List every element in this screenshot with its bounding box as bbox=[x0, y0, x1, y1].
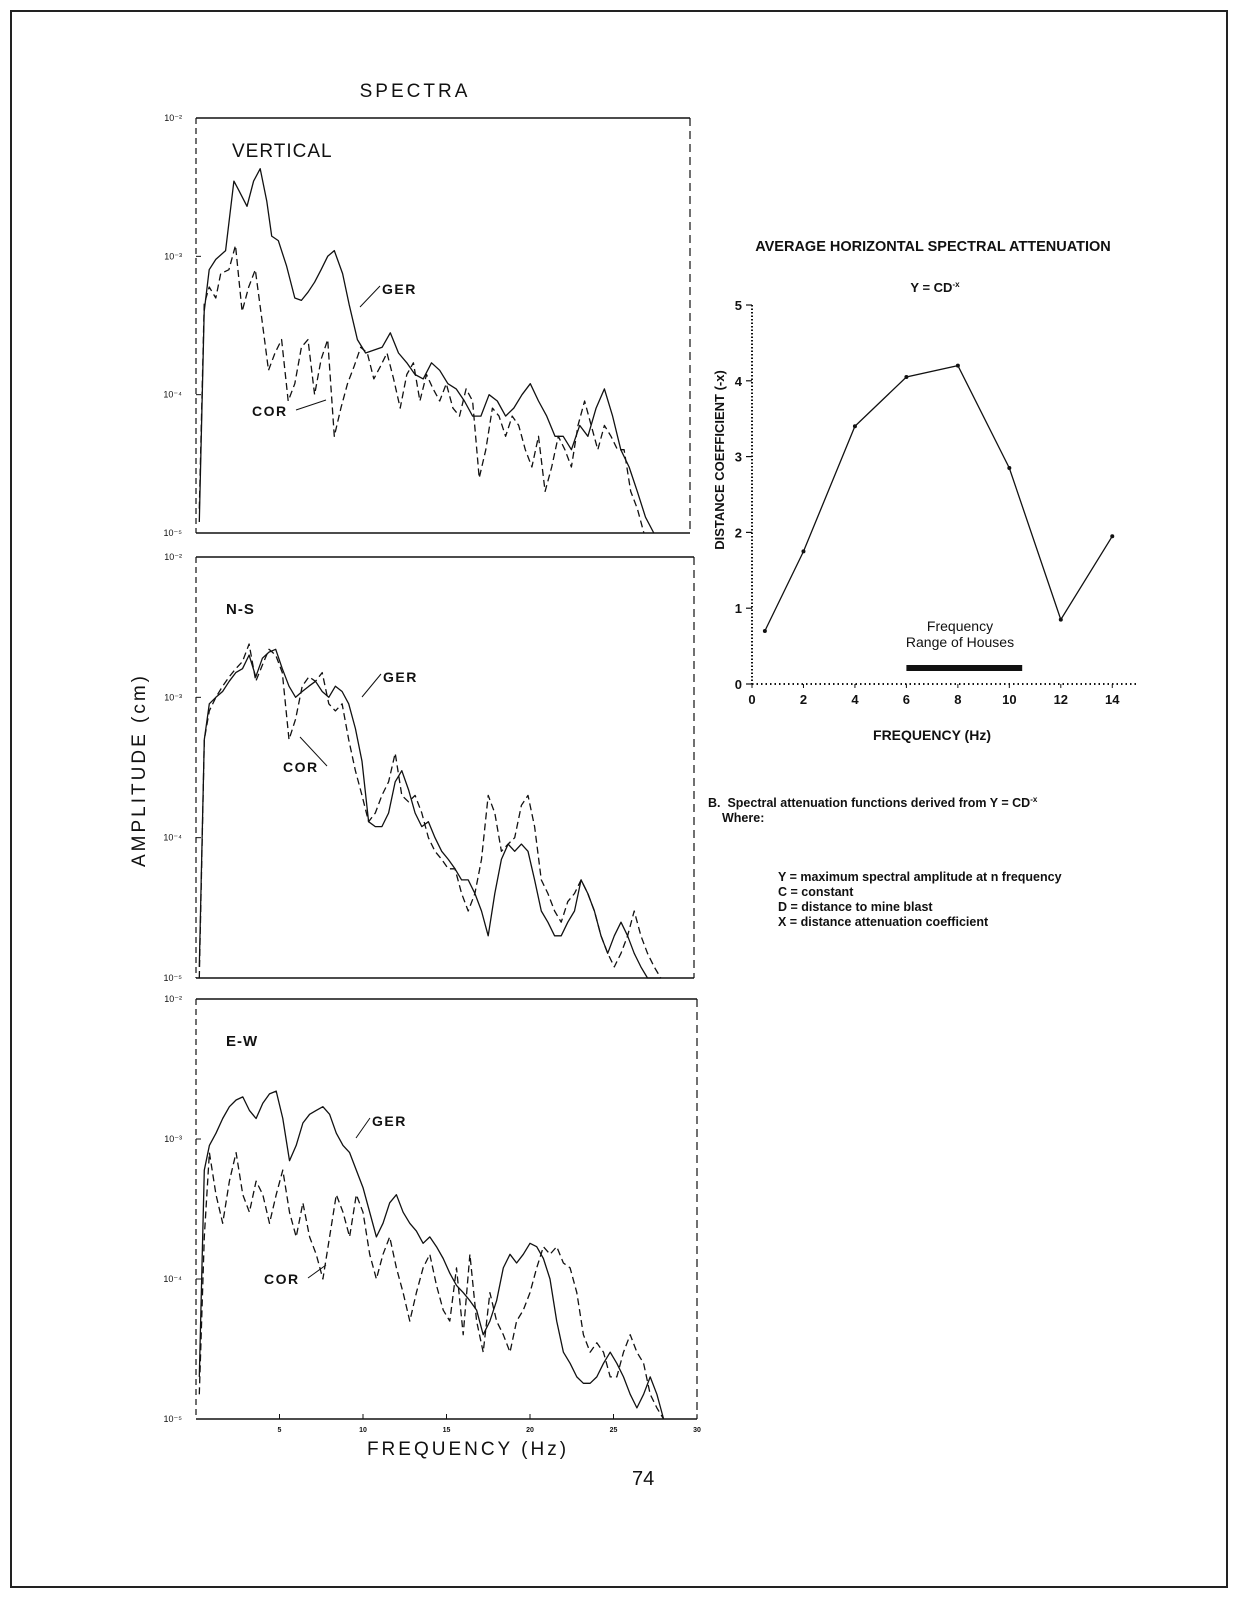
spectra-panel-e-w: 10⁻² 10⁻³ 10⁻⁴ 10⁻⁵ 5 10 15 20 25 30 E-W GER COR bbox=[163, 994, 701, 1434]
series-label-ger: GER bbox=[383, 669, 418, 685]
x-tick-label: 5 bbox=[278, 1427, 282, 1434]
y-tick-label: 0 bbox=[735, 677, 742, 692]
x-tick-label: 6 bbox=[903, 692, 910, 707]
caption-line: B. Spectral attenuation functions derive… bbox=[708, 792, 1128, 811]
x-tick-label: 10 bbox=[1002, 692, 1016, 707]
panel-label: N-S bbox=[226, 601, 255, 618]
spectra-title: SPECTRA bbox=[360, 81, 471, 102]
range-label-line1: Frequency bbox=[927, 618, 993, 634]
definition-list: Y = maximum spectral amplitude at n freq… bbox=[778, 870, 1128, 930]
series-line-cor bbox=[198, 643, 662, 979]
ger-leader-line bbox=[361, 673, 382, 698]
y-tick-label: 10⁻⁵ bbox=[164, 1414, 183, 1424]
cor-leader-line bbox=[299, 736, 328, 767]
x-tick-label: 30 bbox=[693, 1427, 701, 1434]
series-line-cor bbox=[198, 244, 645, 534]
amplitude-axis-label: AMPLITUDE (cm) bbox=[129, 673, 150, 867]
data-point bbox=[904, 375, 909, 380]
spectra-panel-n-s: 10⁻² 10⁻³ 10⁻⁴ 10⁻⁵ N-S GER COR bbox=[163, 552, 695, 983]
attenuation-formula: Y = CD-x bbox=[910, 280, 960, 295]
x-tick-label: 14 bbox=[1105, 692, 1120, 707]
caption-text: Spectral attenuation functions derived f… bbox=[727, 796, 1031, 811]
series-line-cor bbox=[198, 1151, 665, 1420]
page-border bbox=[10, 10, 1228, 1588]
cor-leader-line bbox=[295, 399, 327, 411]
ger-leader-line bbox=[359, 285, 381, 308]
data-point bbox=[1058, 617, 1063, 622]
definition-item: Y = maximum spectral amplitude at n freq… bbox=[778, 870, 1062, 885]
range-label-line2: Range of Houses bbox=[906, 634, 1014, 650]
series-label-cor: COR bbox=[264, 1271, 300, 1287]
x-tick-label: 25 bbox=[610, 1427, 618, 1434]
x-tick-label: 10 bbox=[359, 1427, 367, 1434]
y-tick-label: 10⁻³ bbox=[164, 692, 182, 702]
data-point bbox=[852, 424, 857, 429]
y-tick-label: 10⁻³ bbox=[164, 251, 182, 261]
x-tick-label: 20 bbox=[526, 1427, 534, 1434]
y-tick-label: 10⁻² bbox=[164, 113, 182, 123]
y-tick-label: 10⁻⁵ bbox=[164, 528, 183, 538]
y-tick-label: 10⁻³ bbox=[164, 1134, 182, 1144]
spectra-panels: 10⁻²10⁻³10⁻⁴10⁻⁵VERTICALGERCOR10⁻²10⁻³10… bbox=[163, 113, 701, 1434]
y-tick-label: 10⁻⁵ bbox=[164, 973, 183, 983]
y-tick-label: 3 bbox=[735, 450, 742, 465]
series-line-ger bbox=[198, 168, 655, 534]
x-tick-label: 15 bbox=[443, 1427, 451, 1434]
attenuation-line bbox=[764, 364, 1113, 632]
series-line-ger bbox=[198, 1090, 665, 1420]
y-tick-label: 10⁻⁴ bbox=[163, 833, 182, 843]
ger-leader-line bbox=[355, 1117, 371, 1139]
data-point bbox=[762, 628, 767, 633]
definition-item: X = distance attenuation coefficient bbox=[778, 915, 989, 930]
series-label-ger: GER bbox=[382, 281, 417, 297]
y-tick-label: 1 bbox=[735, 601, 742, 616]
frequency-axis-label: FREQUENCY (Hz) bbox=[367, 1439, 569, 1460]
x-axis-label: FREQUENCY (Hz) bbox=[873, 727, 991, 743]
y-tick-label: 10⁻² bbox=[164, 552, 182, 562]
y-tick-label: 5 bbox=[735, 298, 742, 313]
spectra-panel-vertical: 10⁻² 10⁻³ 10⁻⁴ 10⁻⁵ VERTICAL GER COR bbox=[163, 113, 691, 538]
data-point bbox=[801, 549, 806, 554]
x-tick-label: 8 bbox=[954, 692, 961, 707]
y-tick-label: 10⁻⁴ bbox=[163, 390, 182, 400]
y-tick-label: 2 bbox=[735, 525, 742, 540]
page-number: 74 bbox=[632, 1468, 655, 1490]
panel-label: VERTICAL bbox=[232, 141, 333, 162]
y-tick-label: 10⁻² bbox=[164, 994, 182, 1004]
caption-where: Where: bbox=[722, 811, 765, 826]
series-label-ger: GER bbox=[372, 1113, 407, 1129]
y-tick-label: 10⁻⁴ bbox=[163, 1274, 182, 1284]
y-tick-label: 4 bbox=[735, 374, 743, 389]
panel-label: E-W bbox=[226, 1033, 258, 1050]
house-frequency-range-bar bbox=[906, 665, 1023, 671]
definition-item: D = distance to mine blast bbox=[778, 900, 933, 915]
series-label-cor: COR bbox=[283, 759, 319, 775]
caption-block: B. Spectral attenuation functions derive… bbox=[708, 792, 1128, 930]
caption-prefix: B. bbox=[708, 796, 721, 811]
data-point bbox=[1110, 534, 1115, 539]
caption-exp: -x bbox=[1030, 795, 1038, 804]
cor-leader-line bbox=[307, 1264, 327, 1279]
x-tick-label: 12 bbox=[1054, 692, 1068, 707]
x-tick-label: 2 bbox=[800, 692, 807, 707]
series-line-ger bbox=[198, 648, 661, 979]
data-point bbox=[955, 363, 960, 368]
data-point bbox=[1007, 465, 1012, 470]
definition-item: C = constant bbox=[778, 885, 854, 900]
x-tick-label: 0 bbox=[748, 692, 755, 707]
x-tick-label: 4 bbox=[851, 692, 859, 707]
y-axis-label: DISTANCE COEFFICIENT (-x) bbox=[712, 370, 727, 550]
series-label-cor: COR bbox=[252, 403, 288, 419]
attenuation-title: AVERAGE HORIZONTAL SPECTRAL ATTENUATION bbox=[755, 239, 1111, 255]
